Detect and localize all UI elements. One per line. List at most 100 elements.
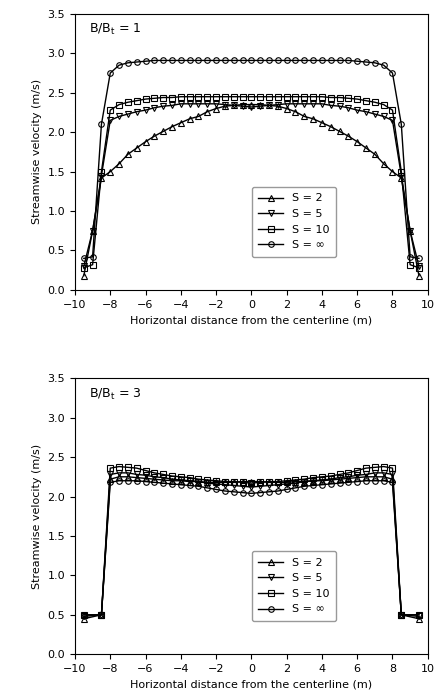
S = ∞ [302,482,307,491]
S = 10 [319,93,325,101]
S = 2 [240,100,245,109]
S = ∞ [355,477,360,486]
S = 2 [231,478,236,487]
S = 2 [363,144,369,152]
S = 2 [310,115,316,123]
S = 2 [187,115,192,123]
S = 10 [416,610,422,619]
S = 5 [390,470,395,479]
S = 10 [249,93,254,101]
S = 10 [399,168,404,176]
S = 10 [363,97,369,105]
S = ∞ [372,58,377,67]
S = ∞ [328,480,333,488]
S = 2 [363,473,369,481]
S = 10 [231,93,236,101]
S = 5 [319,100,325,108]
S = ∞ [231,56,236,65]
S = 2 [134,144,139,152]
S = 10 [407,260,413,269]
S = 10 [258,93,263,101]
S = 5 [169,475,175,483]
S = ∞ [196,482,201,491]
S = 5 [231,101,236,109]
S = ∞ [319,56,325,65]
S = ∞ [399,610,404,619]
S = ∞ [152,478,157,487]
S = 5 [116,468,122,477]
S = 10 [337,470,342,479]
Text: B/B$_\mathrm{t}$ = 1: B/B$_\mathrm{t}$ = 1 [89,22,142,38]
S = ∞ [213,485,219,493]
S = 2 [319,118,325,127]
S = 5 [108,116,113,125]
S = 10 [363,464,369,473]
Line: S = 10: S = 10 [81,464,422,617]
S = 10 [355,466,360,475]
S = 10 [143,466,148,475]
S = 5 [213,100,219,108]
S = ∞ [293,484,298,492]
S = 2 [205,478,210,487]
S = ∞ [205,484,210,492]
S = 2 [337,475,342,483]
S = 5 [275,480,280,489]
S = 2 [416,271,422,280]
S = 2 [249,100,254,109]
S = 2 [258,100,263,109]
S = 10 [81,264,86,272]
S = ∞ [381,61,386,70]
S = 10 [125,463,131,471]
S = 10 [222,93,228,101]
S = 5 [355,106,360,114]
S = 10 [249,479,254,487]
S = 2 [240,477,245,486]
S = ∞ [310,482,316,490]
S = 5 [302,100,307,108]
S = 10 [161,93,166,102]
S = 2 [178,477,183,485]
S = ∞ [178,56,183,65]
S = 2 [302,477,307,486]
S = 2 [399,610,404,619]
S = 10 [302,475,307,483]
S = 5 [302,477,307,486]
S = 5 [152,104,157,112]
S = 5 [310,477,316,485]
Legend: S = 2, S = 5, S = 10, S = ∞: S = 2, S = 5, S = 10, S = ∞ [252,551,336,621]
S = ∞ [161,479,166,487]
S = ∞ [213,56,219,65]
S = 5 [416,262,422,271]
S = 10 [372,98,377,106]
S = ∞ [116,61,122,70]
S = 2 [152,475,157,483]
S = ∞ [284,485,289,493]
S = ∞ [407,253,413,261]
S = 10 [152,468,157,477]
S = 10 [169,93,175,102]
S = 5 [328,475,333,483]
S = 5 [266,482,272,490]
S = 10 [310,93,316,101]
S = ∞ [372,477,377,485]
S = 5 [196,100,201,108]
S = 5 [134,107,139,116]
S = ∞ [240,56,245,65]
S = 10 [293,93,298,101]
S = 5 [240,102,245,111]
S = ∞ [81,254,86,262]
S = 10 [205,93,210,101]
S = 5 [161,473,166,482]
S = 5 [258,102,263,111]
S = 5 [143,106,148,114]
S = 5 [90,227,95,235]
S = 10 [99,168,104,176]
S = 10 [275,477,280,486]
S = 2 [90,227,95,235]
S = ∞ [240,489,245,497]
S = 5 [143,471,148,480]
S = 10 [355,95,360,103]
S = 2 [125,473,131,481]
S = 5 [284,100,289,108]
S = 2 [258,477,263,486]
